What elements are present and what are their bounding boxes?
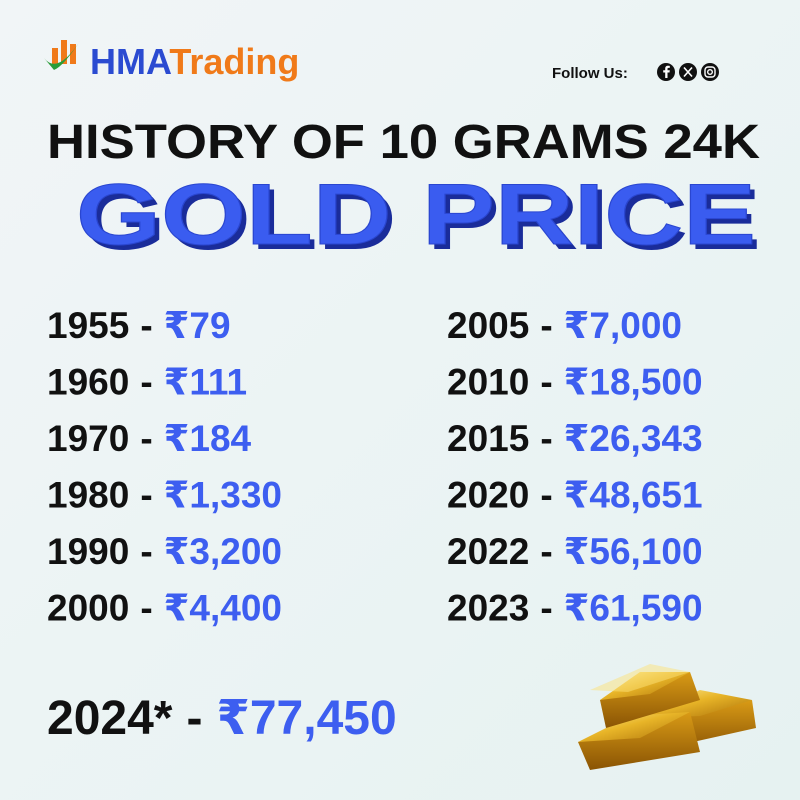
separator: - [140, 418, 152, 459]
brand-first: HMA [90, 41, 172, 82]
follow-label: Follow Us: [552, 65, 628, 82]
price-row: 1970- ₹184 [47, 418, 252, 459]
price-row: 1980- ₹1,330 [47, 475, 282, 516]
separator: - [540, 531, 552, 572]
separator: - [540, 588, 552, 629]
brand: HMATrading [90, 41, 299, 82]
year: 2015 [447, 418, 529, 459]
price: ₹48,651 [564, 475, 703, 516]
year: 2024* [47, 692, 173, 745]
year: 2005 [447, 305, 529, 346]
separator: - [140, 362, 152, 403]
separator: - [540, 418, 552, 459]
price: ₹61,590 [564, 588, 703, 629]
year: 2020 [447, 475, 529, 516]
title-line2: GOLD PRICE [76, 167, 756, 263]
title-shadow: GOLD PRICE [81, 172, 761, 268]
year: 1960 [47, 362, 129, 403]
price: ₹4,400 [164, 588, 282, 629]
price: ₹3,200 [164, 531, 282, 572]
highlight-row: 2024* - ₹77,450 [47, 692, 397, 745]
title-line1: HISTORY OF 10 GRAMS 24K [47, 116, 760, 169]
separator: - [540, 475, 552, 516]
price: ₹111 [164, 362, 247, 403]
gold-bars [578, 664, 756, 770]
price-row: 1960- ₹111 [47, 362, 247, 403]
price-row: 2000- ₹4,400 [47, 588, 282, 629]
year: 2010 [447, 362, 529, 403]
social-x[interactable] [679, 63, 697, 81]
price-row: 2023- ₹61,590 [447, 588, 703, 629]
year: 2000 [47, 588, 129, 629]
price: ₹77,450 [216, 692, 396, 745]
separator: - [140, 475, 152, 516]
year: 1955 [47, 305, 129, 346]
separator: - [540, 362, 552, 403]
year: 1990 [47, 531, 129, 572]
year: 1980 [47, 475, 129, 516]
price: ₹79 [164, 305, 231, 346]
price: ₹184 [164, 418, 252, 459]
year: 2022 [447, 531, 529, 572]
separator: - [540, 305, 552, 346]
logo-icon [44, 38, 82, 70]
price: ₹1,330 [164, 475, 282, 516]
separator: - [140, 531, 152, 572]
separator: - [140, 305, 152, 346]
price-row: 2022- ₹56,100 [447, 531, 703, 572]
price-row: 2005- ₹7,000 [447, 305, 682, 346]
price: ₹26,343 [564, 418, 703, 459]
price-row: 1955- ₹79 [47, 305, 231, 346]
social-facebook[interactable] [657, 63, 675, 81]
price: ₹18,500 [564, 362, 703, 403]
brand-second: Trading [169, 41, 299, 82]
price-row: 2010- ₹18,500 [447, 362, 703, 403]
year: 2023 [447, 588, 529, 629]
price: ₹56,100 [564, 531, 703, 572]
price-row: 2015- ₹26,343 [447, 418, 703, 459]
price-row: 2020- ₹48,651 [447, 475, 703, 516]
price: ₹7,000 [564, 305, 682, 346]
year: 1970 [47, 418, 129, 459]
price-row: 1990- ₹3,200 [47, 531, 282, 572]
separator: - [140, 588, 152, 629]
separator: - [186, 692, 202, 745]
social-instagram[interactable] [701, 63, 719, 81]
